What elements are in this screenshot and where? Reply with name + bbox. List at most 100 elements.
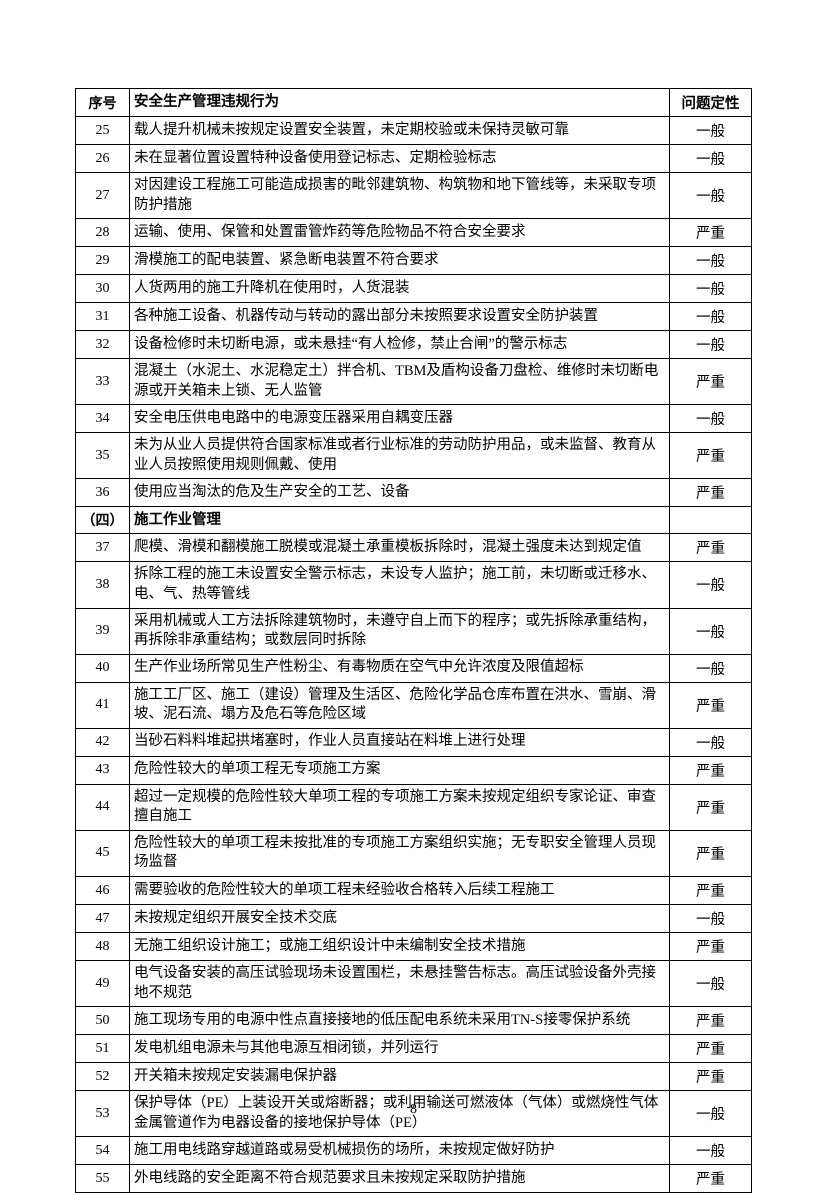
table-row: 46需要验收的危险性较大的单项工程未经验收合格转入后续工程施工严重 (76, 877, 752, 905)
row-level: 一般 (670, 654, 752, 682)
table-row: 30人货两用的施工升降机在使用时，人货混装一般 (76, 275, 752, 303)
header-num: 序号 (76, 89, 130, 117)
row-num: 51 (76, 1035, 130, 1063)
row-content: 设备检修时未切断电源，或未悬挂“有人检修，禁止合闸”的警示标志 (130, 331, 670, 359)
row-content: 使用应当淘汰的危及生产安全的工艺、设备 (130, 479, 670, 507)
table-row: 31各种施工设备、机器传动与转动的露出部分未按照要求设置安全防护装置一般 (76, 303, 752, 331)
row-level: 严重 (670, 682, 752, 728)
row-num: 43 (76, 756, 130, 784)
row-num: 31 (76, 303, 130, 331)
row-level: 严重 (670, 830, 752, 876)
row-num: 32 (76, 331, 130, 359)
row-content: 混凝土（水泥土、水泥稳定土）拌合机、TBM及盾构设备刀盘检、维修时未切断电源或开… (130, 359, 670, 405)
row-num: 46 (76, 877, 130, 905)
row-content: 生产作业场所常见生产性粉尘、有毒物质在空气中允许浓度及限值超标 (130, 654, 670, 682)
row-level: 严重 (670, 1007, 752, 1035)
table-row: 52开关箱未按规定安装漏电保护器严重 (76, 1063, 752, 1091)
row-level: 严重 (670, 219, 752, 247)
row-level: 一般 (670, 173, 752, 219)
row-num: 50 (76, 1007, 130, 1035)
row-num: 54 (76, 1137, 130, 1165)
row-level: 一般 (670, 117, 752, 145)
header-level: 问题定性 (670, 89, 752, 117)
row-content: 运输、使用、保管和处置雷管炸药等危险物品不符合安全要求 (130, 219, 670, 247)
section-level-empty (670, 507, 752, 534)
row-num: 29 (76, 247, 130, 275)
table-row: 38拆除工程的施工未设置安全警示标志，未设专人监护；施工前，未切断或迁移水、电、… (76, 562, 752, 608)
row-num: 42 (76, 728, 130, 756)
row-content: 当砂石料料堆起拱堵塞时，作业人员直接站在料堆上进行处理 (130, 728, 670, 756)
row-content: 未按规定组织开展安全技术交底 (130, 905, 670, 933)
row-level: 一般 (670, 905, 752, 933)
table-row: 33混凝土（水泥土、水泥稳定土）拌合机、TBM及盾构设备刀盘检、维修时未切断电源… (76, 359, 752, 405)
row-content: 载人提升机械未按规定设置安全装置，未定期校验或未保持灵敏可靠 (130, 117, 670, 145)
table-row: 25载人提升机械未按规定设置安全装置，未定期校验或未保持灵敏可靠一般 (76, 117, 752, 145)
table-row: 37爬模、滑模和翻模施工脱模或混凝土承重模板拆除时，混凝土强度未达到规定值严重 (76, 534, 752, 562)
row-content: 未为从业人员提供符合国家标准或者行业标准的劳动防护用品，或未监督、教育从业人员按… (130, 433, 670, 479)
row-content: 爬模、滑模和翻模施工脱模或混凝土承重模板拆除时，混凝土强度未达到规定值 (130, 534, 670, 562)
table-row: 50施工现场专用的电源中性点直接接地的低压配电系统未采用TN-S接零保护系统严重 (76, 1007, 752, 1035)
row-level: 严重 (670, 784, 752, 830)
row-level: 一般 (670, 1137, 752, 1165)
table-row: 34安全电压供电电路中的电源变压器采用自耦变压器一般 (76, 405, 752, 433)
row-content: 无施工组织设计施工；或施工组织设计中未编制安全技术措施 (130, 933, 670, 961)
row-num: 40 (76, 654, 130, 682)
row-num: 36 (76, 479, 130, 507)
table-row: 43危险性较大的单项工程无专项施工方案严重 (76, 756, 752, 784)
row-num: 38 (76, 562, 130, 608)
row-content: 需要验收的危险性较大的单项工程未经验收合格转入后续工程施工 (130, 877, 670, 905)
table-row: 26未在显著位置设置特种设备使用登记标志、定期检验标志一般 (76, 145, 752, 173)
row-level: 严重 (670, 479, 752, 507)
table-row: 47未按规定组织开展安全技术交底一般 (76, 905, 752, 933)
row-num: 41 (76, 682, 130, 728)
row-content: 采用机械或人工方法拆除建筑物时，未遵守自上而下的程序；或先拆除承重结构，再拆除非… (130, 608, 670, 654)
row-num: 27 (76, 173, 130, 219)
table-row: 55外电线路的安全距离不符合规范要求且未按规定采取防护措施严重 (76, 1165, 752, 1193)
row-level: 严重 (670, 933, 752, 961)
row-level: 严重 (670, 359, 752, 405)
row-num: 47 (76, 905, 130, 933)
row-content: 安全电压供电电路中的电源变压器采用自耦变压器 (130, 405, 670, 433)
row-level: 一般 (670, 562, 752, 608)
row-num: 34 (76, 405, 130, 433)
row-level: 一般 (670, 275, 752, 303)
page-number: 8 (0, 1102, 827, 1118)
row-level: 一般 (670, 145, 752, 173)
row-level: 严重 (670, 1035, 752, 1063)
row-content: 施工现场专用的电源中性点直接接地的低压配电系统未采用TN-S接零保护系统 (130, 1007, 670, 1035)
table-row: 42当砂石料料堆起拱堵塞时，作业人员直接站在料堆上进行处理一般 (76, 728, 752, 756)
row-content: 对因建设工程施工可能造成损害的毗邻建筑物、构筑物和地下管线等，未采取专项防护措施 (130, 173, 670, 219)
row-num: 28 (76, 219, 130, 247)
table-row: 32设备检修时未切断电源，或未悬挂“有人检修，禁止合闸”的警示标志一般 (76, 331, 752, 359)
row-content: 危险性较大的单项工程无专项施工方案 (130, 756, 670, 784)
table-row: 44超过一定规模的危险性较大单项工程的专项施工方案未按规定组织专家论证、审查擅自… (76, 784, 752, 830)
row-num: 48 (76, 933, 130, 961)
row-content: 各种施工设备、机器传动与转动的露出部分未按照要求设置安全防护装置 (130, 303, 670, 331)
row-content: 外电线路的安全距离不符合规范要求且未按规定采取防护措施 (130, 1165, 670, 1193)
row-level: 一般 (670, 405, 752, 433)
row-level: 严重 (670, 534, 752, 562)
row-level: 一般 (670, 247, 752, 275)
row-num: 35 (76, 433, 130, 479)
section-title: 施工作业管理 (130, 507, 670, 534)
row-num: 37 (76, 534, 130, 562)
row-num: 44 (76, 784, 130, 830)
table-row: 28运输、使用、保管和处置雷管炸药等危险物品不符合安全要求严重 (76, 219, 752, 247)
row-level: 严重 (670, 1165, 752, 1193)
table-row: 41施工工厂区、施工（建设）管理及生活区、危险化学品仓库布置在洪水、雪崩、滑坡、… (76, 682, 752, 728)
row-num: 45 (76, 830, 130, 876)
row-num: 26 (76, 145, 130, 173)
row-num: 30 (76, 275, 130, 303)
table-row: 39采用机械或人工方法拆除建筑物时，未遵守自上而下的程序；或先拆除承重结构，再拆… (76, 608, 752, 654)
row-num: 49 (76, 961, 130, 1007)
row-content: 电气设备安装的高压试验现场未设置围栏，未悬挂警告标志。高压试验设备外壳接地不规范 (130, 961, 670, 1007)
table-row: 51发电机组电源未与其他电源互相闭锁，并列运行严重 (76, 1035, 752, 1063)
row-content: 发电机组电源未与其他电源互相闭锁，并列运行 (130, 1035, 670, 1063)
table-row: 54施工用电线路穿越道路或易受机械损伤的场所，未按规定做好防护一般 (76, 1137, 752, 1165)
table-row: 45危险性较大的单项工程未按批准的专项施工方案组织实施；无专职安全管理人员现场监… (76, 830, 752, 876)
row-content: 危险性较大的单项工程未按批准的专项施工方案组织实施；无专职安全管理人员现场监督 (130, 830, 670, 876)
row-level: 严重 (670, 433, 752, 479)
row-content: 开关箱未按规定安装漏电保护器 (130, 1063, 670, 1091)
row-level: 一般 (670, 303, 752, 331)
row-level: 严重 (670, 1063, 752, 1091)
